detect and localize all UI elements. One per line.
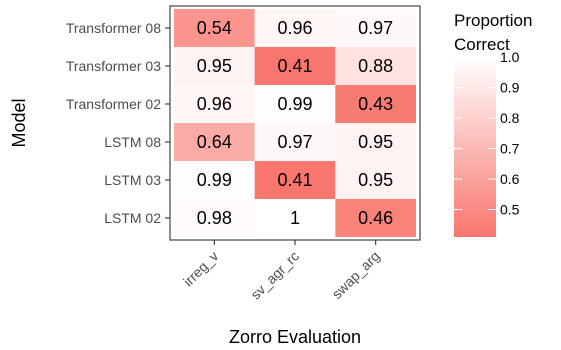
legend-ticks: 1.0 0.9 0.8 0.7 0.6 0.5 [454, 49, 520, 218]
y-tick-label: LSTM 08 [104, 134, 161, 150]
legend-tick-label: 0.6 [500, 171, 520, 187]
y-axis-title: Model [9, 98, 29, 147]
cell-value-label: 1 [290, 208, 300, 228]
heatmap-cell [174, 9, 255, 47]
legend-tick-label: 0.5 [500, 202, 520, 218]
cell-value-label: 0.41 [277, 56, 312, 76]
cell-value-label: 0.46 [358, 208, 393, 228]
heatmap-cell [174, 47, 255, 85]
heatmap-cell [254, 47, 336, 85]
legend-tick-label: 0.8 [500, 110, 520, 126]
heatmap-cell [174, 123, 255, 161]
legend: Proportion Correct 1.0 0.9 0.8 0.7 0.6 0.5 [454, 11, 532, 237]
heatmap-cell [254, 123, 336, 161]
legend-tick-label: 0.7 [500, 141, 520, 157]
cell-value-label: 0.97 [358, 18, 393, 38]
x-tick-label: sv_agr_rc [247, 248, 302, 303]
legend-tick-label: 1.0 [500, 49, 520, 65]
y-tick-label: Transformer 02 [66, 96, 161, 112]
heatmap-cell [335, 161, 416, 199]
cell-value-label: 0.43 [358, 94, 393, 114]
heatmap-cell [254, 199, 336, 237]
heatmap-cell [335, 123, 416, 161]
cell-value-label: 0.97 [277, 132, 312, 152]
x-axis-title: Zorro Evaluation [229, 327, 361, 347]
heatmap-cells: 0.54 0.96 0.97 0.95 0.41 0.88 0.96 0.99 0.43 0.64… [174, 9, 416, 237]
cell-value-label: 0.64 [197, 132, 232, 152]
cell-value-label: 0.88 [358, 56, 393, 76]
legend-tick-label: 0.9 [500, 80, 520, 96]
heatmap-cell [254, 9, 336, 47]
heatmap-cell [335, 47, 416, 85]
cell-value-label: 0.99 [197, 170, 232, 190]
cell-value-label: 0.99 [277, 94, 312, 114]
heatmap-cell [174, 199, 255, 237]
heatmap-cell [335, 199, 416, 237]
heatmap-cell [174, 161, 255, 199]
x-tick-label: irreg_v [180, 248, 222, 290]
cell-value-label: 0.98 [197, 208, 232, 228]
cell-value-label: 0.95 [197, 56, 232, 76]
heatmap-cell [335, 85, 416, 123]
heatmap-cell [174, 85, 255, 123]
cell-value-label: 0.95 [358, 132, 393, 152]
y-tick-label: Transformer 08 [66, 20, 161, 36]
heatmap-cell [335, 9, 416, 47]
cell-value-label: 0.96 [277, 18, 312, 38]
cell-value-label: 0.54 [197, 18, 232, 38]
legend-title-line-2: Correct [454, 35, 510, 54]
heatmap-cell [254, 85, 336, 123]
y-tick-label: LSTM 03 [104, 172, 161, 188]
cell-value-label: 0.96 [197, 94, 232, 114]
x-tick-label: swap_arg [329, 248, 383, 302]
heatmap-cell [254, 161, 336, 199]
y-tick-label: Transformer 03 [66, 58, 161, 74]
legend-colorbar [454, 57, 496, 237]
y-tick-label: LSTM 02 [104, 210, 161, 226]
cell-value-label: 0.95 [358, 170, 393, 190]
legend-title-line-1: Proportion [454, 11, 532, 30]
cell-value-label: 0.41 [277, 170, 312, 190]
